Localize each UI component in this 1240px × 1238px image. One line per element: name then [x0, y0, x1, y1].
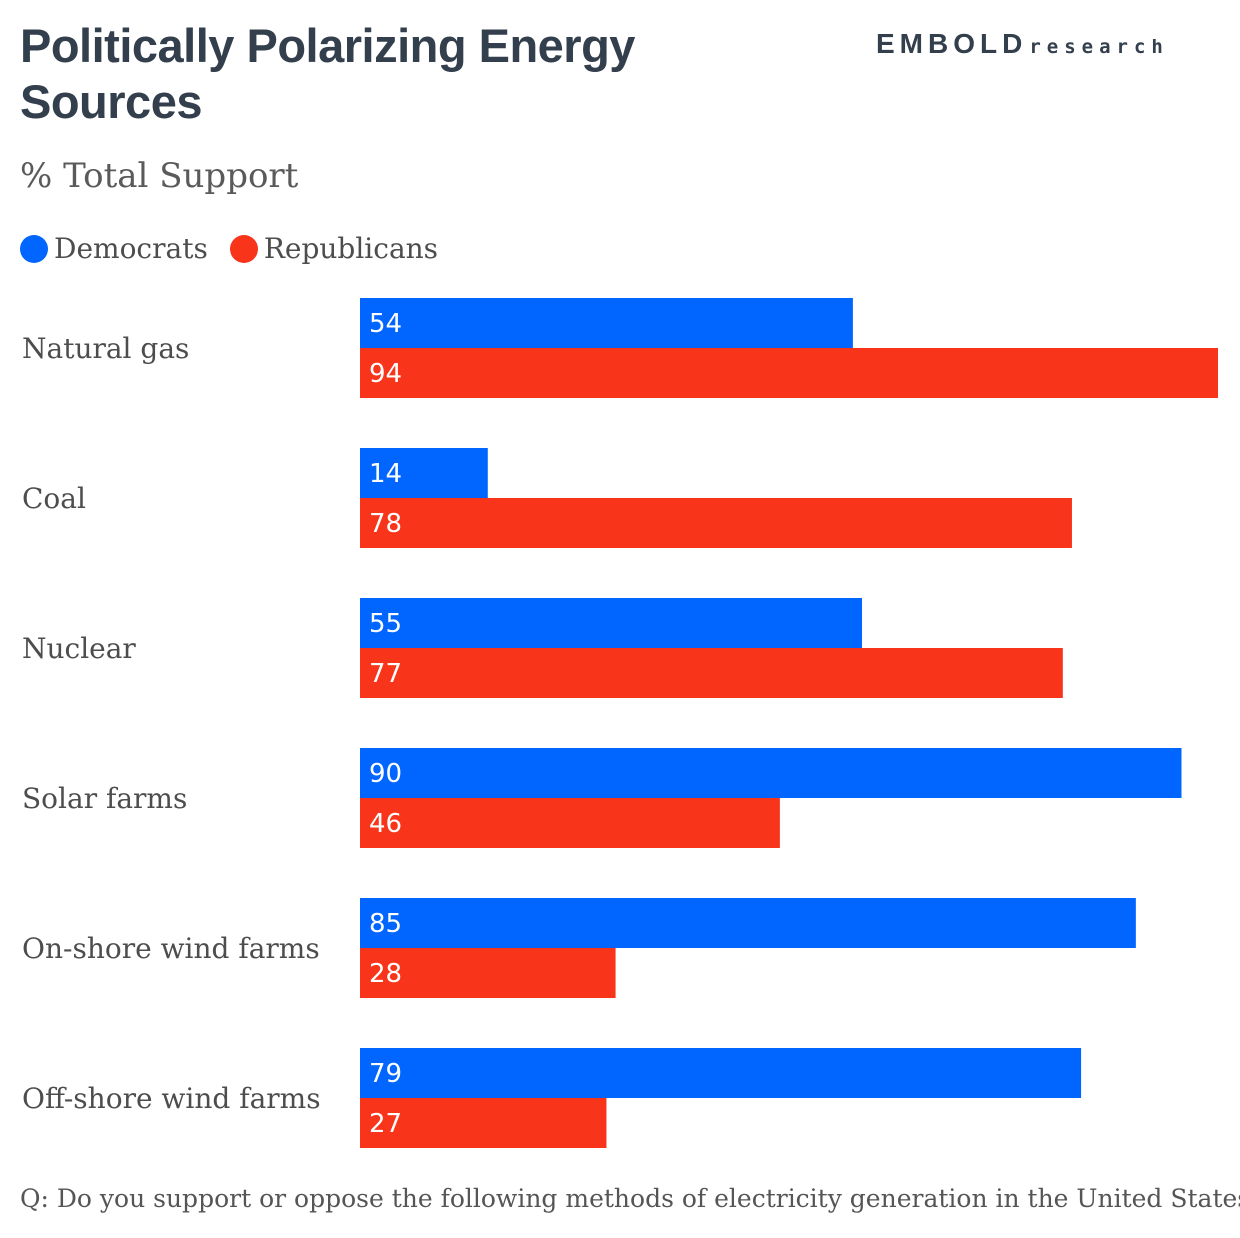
embold-research-logo: EMBOLD research — [876, 28, 1169, 60]
data-label-republicans-coal: 78 — [369, 509, 402, 539]
data-label-democrats-off-shore-wind-farms: 79 — [369, 1059, 402, 1089]
category-label-on-shore-wind-farms: On-shore wind farms — [22, 932, 320, 965]
legend-label-democrats: Democrats — [54, 232, 208, 265]
bar-democrats-solar-farms — [360, 748, 1182, 798]
bar-republicans-nuclear — [360, 648, 1063, 698]
data-label-republicans-natural-gas: 94 — [369, 359, 402, 389]
bar-democrats-coal — [360, 448, 488, 498]
category-label-coal: Coal — [22, 482, 86, 515]
data-label-democrats-coal: 14 — [369, 459, 402, 489]
data-label-republicans-nuclear: 77 — [369, 659, 402, 689]
legend-swatch-democrats — [20, 234, 48, 263]
chart-subtitle: % Total Support — [20, 156, 299, 196]
legend-label-republicans: Republicans — [263, 232, 439, 265]
bar-republicans-on-shore-wind-farms — [360, 948, 616, 998]
bar-republicans-natural-gas — [360, 348, 1218, 398]
category-label-natural-gas: Natural gas — [22, 332, 189, 365]
category-label-solar-farms: Solar farms — [22, 782, 187, 815]
data-label-republicans-off-shore-wind-farms: 27 — [369, 1109, 402, 1139]
legend-item-democrats: Democrats — [20, 232, 208, 265]
chart-title: Politically Polarizing Energy Sources — [20, 19, 635, 128]
survey-question-footnote: Q: Do you support or oppose the followin… — [20, 1184, 1240, 1213]
category-label-off-shore-wind-farms: Off-shore wind farms — [22, 1082, 321, 1115]
data-label-republicans-solar-farms: 46 — [369, 809, 402, 839]
bar-democrats-natural-gas — [360, 298, 853, 348]
legend-item-republicans: Republicans — [229, 232, 439, 265]
data-label-republicans-on-shore-wind-farms: 28 — [369, 959, 402, 989]
data-label-democrats-solar-farms: 90 — [369, 759, 402, 789]
legend: Democrats Republicans — [20, 232, 460, 265]
bar-democrats-nuclear — [360, 598, 863, 648]
logo-main-text: EMBOLD — [876, 28, 1028, 59]
data-label-democrats-nuclear: 55 — [369, 609, 402, 639]
data-label-democrats-on-shore-wind-farms: 85 — [369, 909, 402, 939]
bar-republicans-coal — [360, 498, 1072, 548]
bar-democrats-on-shore-wind-farms — [360, 898, 1136, 948]
bar-chart: Natural gas 54 94 Coal 14 78 Nuclear 55 77 Solar … — [22, 298, 1218, 1148]
bar-republicans-off-shore-wind-farms — [360, 1098, 607, 1148]
data-label-democrats-natural-gas: 54 — [369, 309, 402, 339]
legend-swatch-republicans — [229, 234, 258, 263]
bar-republicans-solar-farms — [360, 798, 780, 848]
logo-sub-text: research — [1029, 36, 1169, 58]
bar-democrats-off-shore-wind-farms — [360, 1048, 1082, 1098]
category-label-nuclear: Nuclear — [22, 632, 136, 665]
